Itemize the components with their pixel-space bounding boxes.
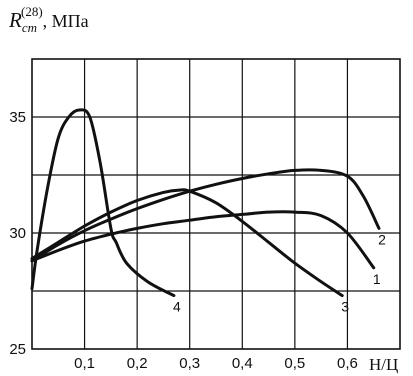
x-tick-label: 0,3 — [179, 355, 200, 372]
plot-frame — [31, 58, 401, 350]
series-label-3: 3 — [341, 299, 349, 315]
x-tick-labels: 0,1 0,2 0,3 0,4 0,5 0,6 — [74, 355, 358, 372]
x-tick-label: 0,5 — [284, 355, 305, 372]
y-axis-label-unit: , МПа — [43, 11, 89, 31]
y-axis-label-subscript: cm — [22, 20, 37, 35]
series-lines — [30, 108, 381, 298]
series-line-3 — [30, 188, 344, 298]
x-axis-label: Н/Ц — [369, 355, 398, 374]
x-tick-label: 0,4 — [232, 355, 253, 372]
y-tick-label: 35 — [9, 109, 26, 126]
y-tick-labels: 25 30 35 — [9, 109, 26, 358]
x-tick-label: 0,2 — [127, 355, 148, 372]
series-labels: 1 2 3 4 — [173, 231, 386, 314]
x-tick-label: 0,6 — [337, 355, 358, 372]
x-tick-label: 0,1 — [74, 355, 95, 372]
y-axis-label-main: R — [8, 8, 22, 32]
series-label-1: 1 — [373, 271, 381, 287]
grid-lines — [32, 59, 400, 349]
series-label-4: 4 — [173, 299, 181, 315]
y-tick-label: 25 — [9, 341, 26, 358]
series-line-2 — [30, 168, 381, 263]
y-axis-label: Rcm(28), МПа — [8, 4, 89, 35]
series-line-4 — [30, 108, 176, 298]
series-label-2: 2 — [378, 231, 386, 247]
y-tick-label: 30 — [9, 225, 26, 242]
y-axis-label-superscript: (28) — [21, 4, 43, 19]
series-line-1 — [30, 210, 376, 270]
